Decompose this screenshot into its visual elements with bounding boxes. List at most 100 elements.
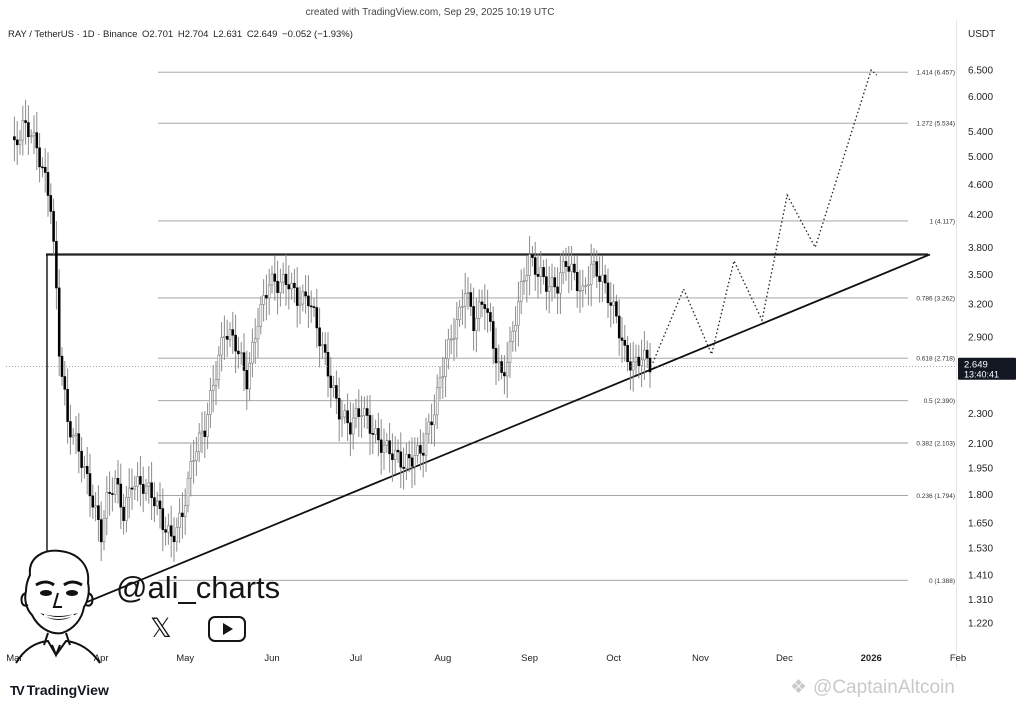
candle-body <box>645 349 649 359</box>
candle-body <box>609 302 613 306</box>
candle-body <box>304 291 307 297</box>
candle-body <box>284 273 288 285</box>
candle-body <box>195 451 198 461</box>
candle-body <box>357 408 361 417</box>
x-tick-5: Aug <box>434 653 451 664</box>
tradingview-brand[interactable]: TV TradingView <box>10 682 109 698</box>
current-price-countdown: 13:40:41 <box>964 370 999 380</box>
candle-body <box>150 482 153 499</box>
low-value: L2.631 <box>213 29 243 40</box>
candle-body <box>102 517 106 543</box>
candle-body <box>259 304 263 327</box>
candle-body <box>416 445 419 456</box>
candle-body <box>637 356 641 366</box>
y-tick-13: 1.800 <box>968 490 993 501</box>
youtube-icon[interactable] <box>208 616 246 642</box>
candle-body <box>570 263 573 272</box>
x-tick-6: Sep <box>521 653 538 664</box>
candle-body <box>167 525 170 533</box>
x-icon[interactable]: 𝕏 <box>150 613 172 643</box>
candle-body <box>379 439 383 453</box>
candle-body <box>32 132 36 137</box>
candle-body <box>337 397 341 420</box>
candles <box>13 99 652 562</box>
candle-body <box>38 147 41 168</box>
candle-body <box>371 433 375 435</box>
candle-body <box>267 284 271 299</box>
x-tick-0: Mar <box>6 653 22 664</box>
symbol-label[interactable]: RAY / TetherUS · 1D · Binance <box>8 29 138 40</box>
candle-body <box>402 466 405 469</box>
candle-body <box>547 286 551 292</box>
candle-body <box>88 473 92 497</box>
x-tick-9: Dec <box>776 653 793 664</box>
x-tick-11: Feb <box>950 653 966 664</box>
candle-body <box>57 287 61 357</box>
currency-label[interactable]: USDT <box>968 29 996 40</box>
candle-body <box>83 466 86 468</box>
candle-body <box>35 132 39 149</box>
candle-body <box>550 277 554 288</box>
tradingview-logo-icon: TV <box>10 682 25 698</box>
candle-body <box>234 334 237 352</box>
candle-body <box>43 167 47 173</box>
candle-body <box>589 263 593 285</box>
candle-body <box>55 241 58 289</box>
candle-body <box>343 410 347 418</box>
candle-body <box>27 122 30 138</box>
candle-body <box>601 274 604 282</box>
candle-body <box>584 285 587 288</box>
fib-label-5: 0.5 (2.390) <box>924 398 955 405</box>
candle-body <box>49 195 53 212</box>
candle-body <box>122 506 125 521</box>
candle-body <box>528 254 531 276</box>
candle-body <box>24 120 27 123</box>
y-tick-2: 5.400 <box>968 127 993 138</box>
fib-label-1: 1.272 (5.534) <box>916 121 955 128</box>
candle-body <box>69 421 72 438</box>
candle-body <box>556 286 559 294</box>
candle-body <box>363 408 366 416</box>
candle-body <box>183 505 187 517</box>
candle-body <box>421 452 425 456</box>
candle-body <box>256 325 260 340</box>
candle-body <box>265 295 268 299</box>
candle-body <box>477 301 481 319</box>
candle-body <box>427 421 431 435</box>
candle-body <box>472 306 475 331</box>
candle-body <box>298 303 302 306</box>
candle-body <box>178 512 181 528</box>
candle-body <box>214 379 218 386</box>
candle-body <box>480 301 484 305</box>
candle-body <box>598 275 601 282</box>
candle-body <box>309 305 313 308</box>
candle-body <box>449 338 453 341</box>
candle-body <box>74 433 78 436</box>
candle-body <box>237 350 240 355</box>
candle-body <box>393 449 397 460</box>
price-axis[interactable]: 6.500 6.000 5.400 5.000 4.600 4.200 3.800 3.500… <box>968 66 993 630</box>
candle-body <box>251 341 254 364</box>
candle-body <box>91 495 95 508</box>
time-axis[interactable]: Mar Apr May Jun Jul Aug Sep Oct Nov Dec 2026 Feb <box>6 653 966 664</box>
candle-body <box>41 166 44 169</box>
watermark-logo-icon: ❖ <box>790 677 808 698</box>
candle-body <box>438 377 442 389</box>
candle-body <box>595 261 599 277</box>
candle-body <box>648 357 652 373</box>
candle-body <box>158 500 162 509</box>
candle-body <box>606 282 610 304</box>
candle-body <box>223 336 226 338</box>
candle-body <box>186 477 190 506</box>
candle-body <box>525 275 529 282</box>
candle-body <box>164 529 167 533</box>
candle-body <box>640 359 643 366</box>
candle-body <box>116 478 120 485</box>
candle-body <box>519 280 523 303</box>
x-tick-2: May <box>176 653 194 664</box>
candle-body <box>139 476 142 485</box>
candle-body <box>329 375 333 388</box>
candle-body <box>220 337 223 356</box>
candle-body <box>321 344 324 347</box>
